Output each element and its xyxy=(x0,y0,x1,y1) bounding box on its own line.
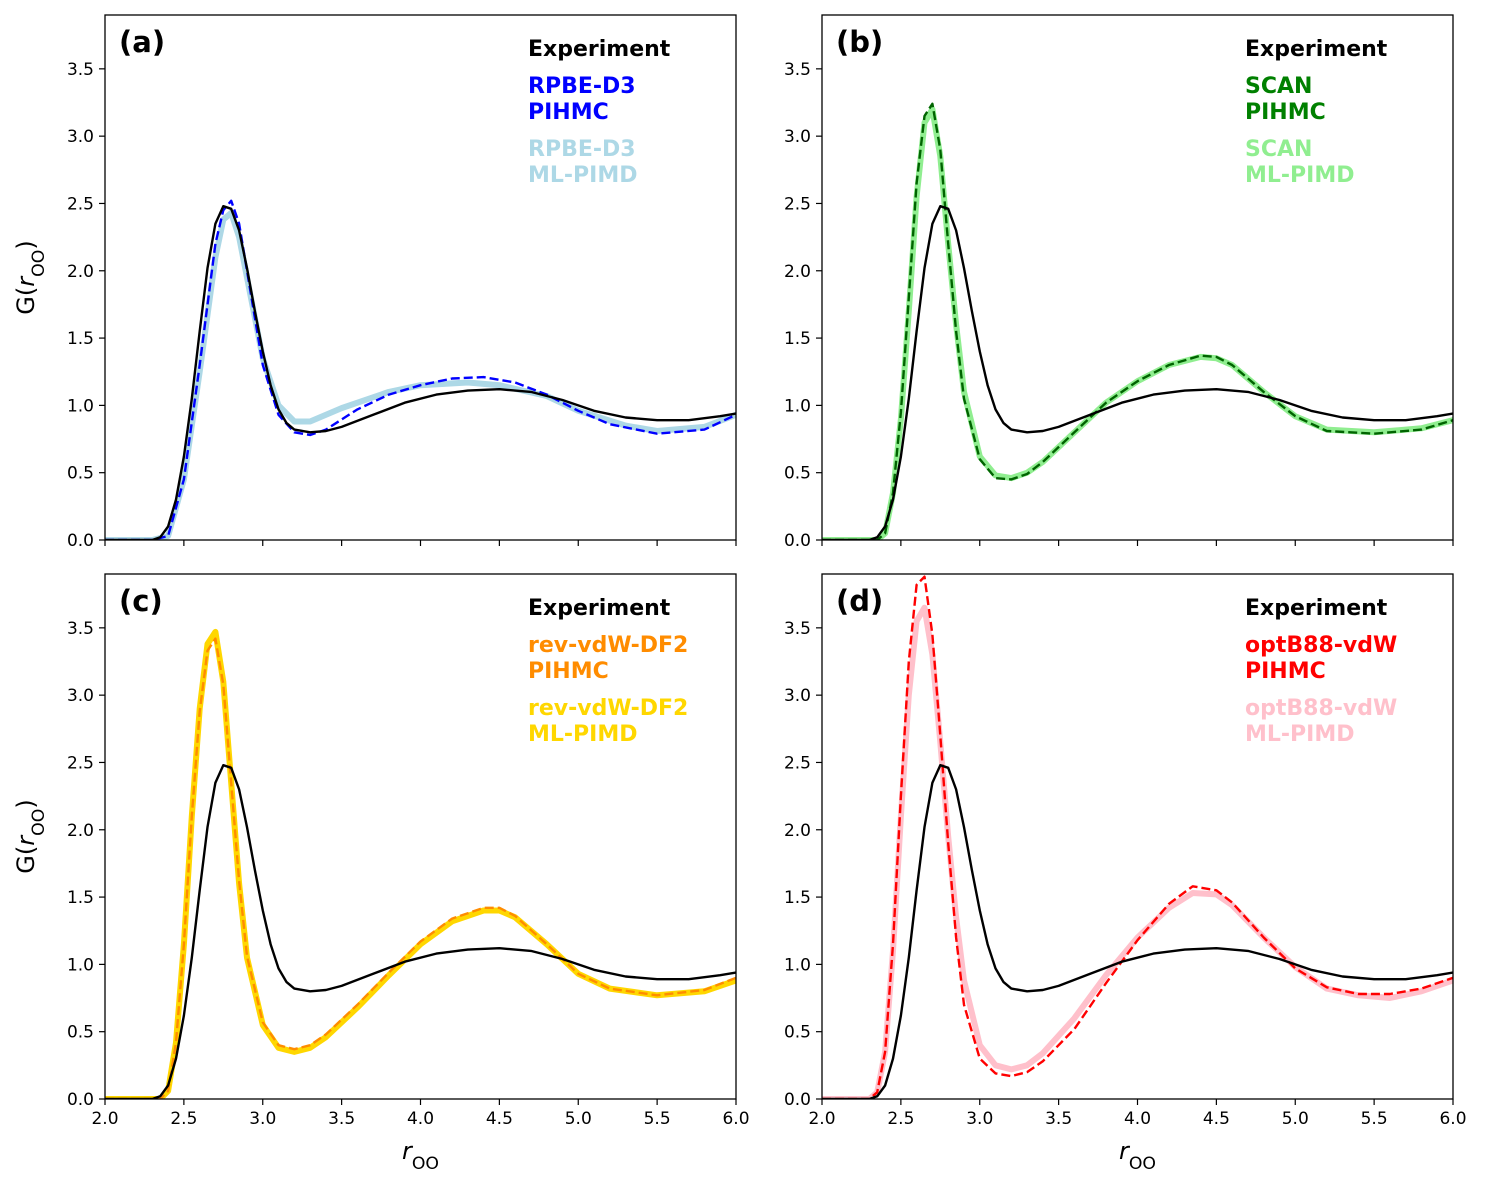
legend-entry: ML-PIMD xyxy=(528,163,638,188)
x-tick-label: 6.0 xyxy=(722,1109,749,1129)
y-tick-label: 0.0 xyxy=(784,531,811,551)
x-axis-title: rOO xyxy=(1119,1137,1156,1174)
y-tick-label: 0.0 xyxy=(67,531,94,551)
y-tick-label: 3.0 xyxy=(67,127,94,147)
axes-frame xyxy=(104,14,737,541)
series-line-optb88-vdw-ml-pimd xyxy=(822,604,1453,1099)
y-tick-label: 1.5 xyxy=(67,888,94,908)
series-line-experiment xyxy=(105,764,736,1099)
y-tick-label: 0.5 xyxy=(784,1023,811,1043)
legend-entry: RPBE-D3 xyxy=(528,74,636,99)
legend-entry: Experiment xyxy=(528,596,671,621)
legend-entry: optB88-vdW xyxy=(1245,696,1397,721)
panel-d: 0.0 0.5 1.0 1.5 2.0 2.5 3.0 3.5 2.0 2.5 3.0 3.5 4.0 4… xyxy=(784,573,1467,1174)
legend-entry: Experiment xyxy=(1245,37,1388,62)
series-line-scan-pihmc xyxy=(822,102,1453,540)
y-tick-label: 2.5 xyxy=(67,753,94,773)
series-line-experiment xyxy=(105,204,736,540)
x-tick-label: 3.0 xyxy=(249,1109,276,1129)
legend-entry: ML-PIMD xyxy=(1245,722,1355,747)
legend-entry: optB88-vdW xyxy=(1245,633,1397,658)
axes-frame xyxy=(821,14,1454,541)
panel-a: 0.0 0.5 1.0 1.5 2.0 2.5 3.0 3.5 G(rOO) (a) Experim… xyxy=(12,14,737,551)
legend-entry: PIHMC xyxy=(1245,659,1326,684)
y-axis-title: G(rOO) xyxy=(12,799,49,873)
y-tick-label: 3.5 xyxy=(67,619,94,639)
x-tick-label: 3.5 xyxy=(328,1109,355,1129)
legend-entry: SCAN xyxy=(1245,137,1312,162)
y-tick-label: 1.5 xyxy=(784,888,811,908)
y-tick-label: 0.5 xyxy=(67,1023,94,1043)
x-tick-label: 4.5 xyxy=(1203,1109,1230,1129)
y-tick-label: 1.0 xyxy=(67,955,94,975)
x-tick-label: 5.0 xyxy=(1282,1109,1309,1129)
x-tick-label: 4.0 xyxy=(1124,1109,1151,1129)
y-tick-label: 3.0 xyxy=(784,127,811,147)
legend-entry: PIHMC xyxy=(528,100,609,125)
y-tick-label: 1.5 xyxy=(67,329,94,349)
y-tick-label: 3.0 xyxy=(67,686,94,706)
y-tick-label: 3.5 xyxy=(67,60,94,80)
series-line-experiment xyxy=(822,204,1453,540)
panel-label: (b) xyxy=(836,25,883,59)
y-tick-label: 2.0 xyxy=(784,262,811,282)
panel-c: 0.0 0.5 1.0 1.5 2.0 2.5 3.0 3.5 2.0 2.5 3.0 3.5 4.0 4… xyxy=(12,573,750,1174)
y-tick-label: 3.5 xyxy=(784,619,811,639)
x-tick-label: 4.0 xyxy=(407,1109,434,1129)
y-tick-label: 1.0 xyxy=(784,955,811,975)
x-tick-label: 6.0 xyxy=(1439,1109,1466,1129)
x-tick-label: 2.5 xyxy=(170,1109,197,1129)
legend-entry: PIHMC xyxy=(1245,100,1326,125)
x-tick-label: 2.5 xyxy=(887,1109,914,1129)
legend-entry: Experiment xyxy=(528,37,671,62)
y-tick-label: 0.5 xyxy=(67,464,94,484)
panel-label: (a) xyxy=(119,25,165,59)
series-line-optb88-vdw-pihmc xyxy=(822,575,1453,1099)
y-tick-label: 3.0 xyxy=(784,686,811,706)
x-axis-title: rOO xyxy=(402,1137,439,1174)
series-line-experiment xyxy=(822,764,1453,1099)
y-tick-label: 0.0 xyxy=(67,1090,94,1110)
x-tick-label: 5.5 xyxy=(1361,1109,1388,1129)
y-tick-label: 2.0 xyxy=(784,821,811,841)
y-tick-label: 2.0 xyxy=(67,821,94,841)
y-tick-label: 2.0 xyxy=(67,262,94,282)
x-tick-label: 2.0 xyxy=(808,1109,835,1129)
y-tick-label: 3.5 xyxy=(784,60,811,80)
y-tick-label: 1.5 xyxy=(784,329,811,349)
legend-entry: rev-vdW-DF2 xyxy=(528,633,688,658)
y-tick-label: 2.5 xyxy=(784,753,811,773)
series-line-rpbe-d3-pihmc xyxy=(105,199,736,540)
x-tick-label: 3.5 xyxy=(1045,1109,1072,1129)
panel-label: (c) xyxy=(119,584,163,618)
x-tick-label: 5.5 xyxy=(644,1109,671,1129)
y-tick-label: 2.5 xyxy=(67,194,94,214)
x-tick-label: 3.0 xyxy=(966,1109,993,1129)
legend-entry: ML-PIMD xyxy=(528,722,638,747)
y-tick-label: 1.0 xyxy=(784,396,811,416)
series-line-rev-vdw-df2-pihmc xyxy=(105,637,736,1099)
legend-entry: SCAN xyxy=(1245,74,1312,99)
legend-entry: rev-vdW-DF2 xyxy=(528,696,688,721)
y-axis-title: G(rOO) xyxy=(12,240,49,314)
series-line-rpbe-d3-ml-pimd xyxy=(105,209,736,540)
x-tick-label: 5.0 xyxy=(565,1109,592,1129)
panel-label: (d) xyxy=(836,584,883,618)
y-tick-label: 0.5 xyxy=(784,464,811,484)
y-tick-label: 1.0 xyxy=(67,396,94,416)
y-tick-label: 0.0 xyxy=(784,1090,811,1110)
x-tick-label: 4.5 xyxy=(486,1109,513,1129)
panel-b: 0.0 0.5 1.0 1.5 2.0 2.5 3.0 3.5 (b) Experiment SCA… xyxy=(784,14,1454,551)
x-tick-label: 2.0 xyxy=(91,1109,118,1129)
legend-entry: PIHMC xyxy=(528,659,609,684)
legend-entry: RPBE-D3 xyxy=(528,137,636,162)
y-tick-label: 2.5 xyxy=(784,194,811,214)
legend-entry: ML-PIMD xyxy=(1245,163,1355,188)
legend-entry: Experiment xyxy=(1245,596,1388,621)
